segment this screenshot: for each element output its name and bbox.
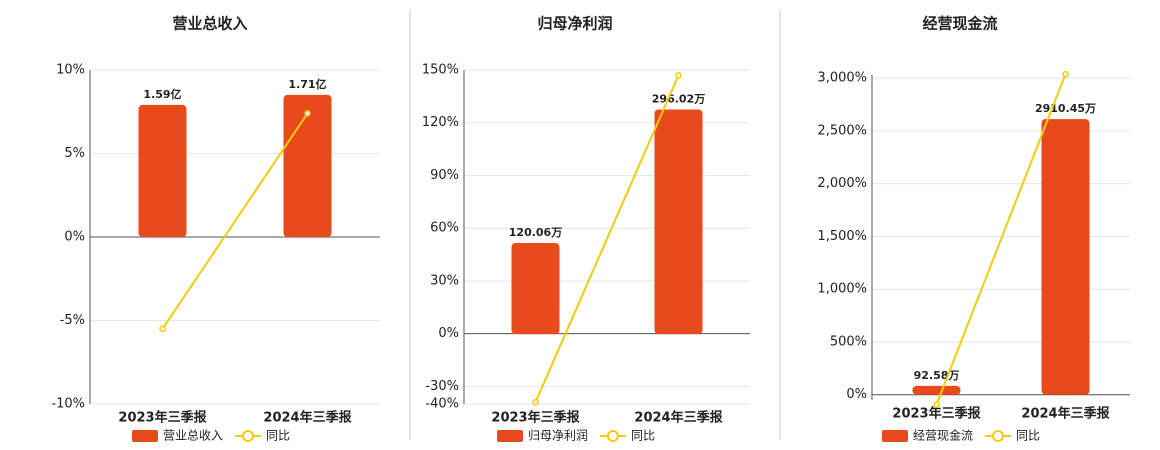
bar xyxy=(1041,119,1090,395)
chart-title: 营业总收入 xyxy=(172,15,247,33)
line-point xyxy=(1062,70,1069,78)
y-tick-label: 1,500% xyxy=(817,229,867,244)
line-point xyxy=(159,325,166,333)
line-point xyxy=(675,72,682,79)
y-tick-label: 3,000% xyxy=(817,71,867,86)
line-point xyxy=(304,110,311,117)
y-tick-label: -10% xyxy=(51,397,85,412)
legend-label: 营业总收入 xyxy=(163,429,223,443)
x-tick-label: 2023年三季报 xyxy=(491,410,580,426)
bar xyxy=(654,109,703,335)
line-point xyxy=(933,401,940,408)
legend-label: 同比 xyxy=(631,429,655,443)
data-label: 120.06万 xyxy=(509,226,562,239)
x-tick-label: 2024年三季报 xyxy=(1021,406,1110,422)
legend-label: 同比 xyxy=(1016,429,1040,443)
legend-swatch xyxy=(882,430,908,442)
legend-label: 经营现金流 xyxy=(913,428,973,443)
y-tick-label: 30% xyxy=(430,273,459,288)
y-tick-label: 5% xyxy=(64,146,85,161)
y-tick-label: 2,000% xyxy=(817,176,867,191)
bar xyxy=(511,243,560,335)
y-tick-label: 0% xyxy=(438,326,459,341)
y-tick-label: 150% xyxy=(422,63,459,78)
y-tick-label: 10% xyxy=(56,63,85,78)
line-point xyxy=(532,398,539,406)
y-tick-label: -30% xyxy=(425,379,459,394)
legend-swatch xyxy=(497,430,523,442)
legend-swatch xyxy=(132,430,158,442)
data-label: 1.59亿 xyxy=(143,87,181,101)
y-tick-label: -40% xyxy=(425,397,459,412)
y-tick-label: 60% xyxy=(430,221,459,236)
legend-swatch xyxy=(242,430,255,442)
x-tick-label: 2023年三季报 xyxy=(892,406,981,422)
y-tick-label: 2,500% xyxy=(817,123,867,138)
data-label: 92.58万 xyxy=(914,369,960,382)
data-label: 2910.45万 xyxy=(1035,102,1096,115)
y-tick-label: 1,000% xyxy=(817,282,867,297)
line xyxy=(935,73,1067,406)
legend-label: 同比 xyxy=(266,429,290,443)
legend-swatch xyxy=(992,430,1005,442)
y-tick-label: 0% xyxy=(846,387,867,402)
x-tick-label: 2024年三季报 xyxy=(634,410,723,426)
x-tick-label: 2024年三季报 xyxy=(263,410,352,426)
y-tick-label: 0% xyxy=(64,230,85,245)
chart-title: 归母净利润 xyxy=(537,15,612,33)
line xyxy=(534,74,680,403)
y-tick-label: -5% xyxy=(60,313,85,328)
line xyxy=(161,112,309,330)
x-tick-label: 2023年三季报 xyxy=(118,410,207,426)
legend-swatch xyxy=(607,430,620,442)
y-tick-label: 500% xyxy=(830,334,867,349)
y-tick-label: 120% xyxy=(422,115,459,130)
bar xyxy=(138,104,187,237)
chart-title: 经营现金流 xyxy=(922,15,997,33)
bar xyxy=(912,385,961,395)
data-label: 296.02万 xyxy=(652,92,705,105)
legend-label: 归母净利润 xyxy=(528,429,588,443)
data-label: 1.71亿 xyxy=(288,77,326,91)
y-tick-label: 90% xyxy=(430,168,459,183)
